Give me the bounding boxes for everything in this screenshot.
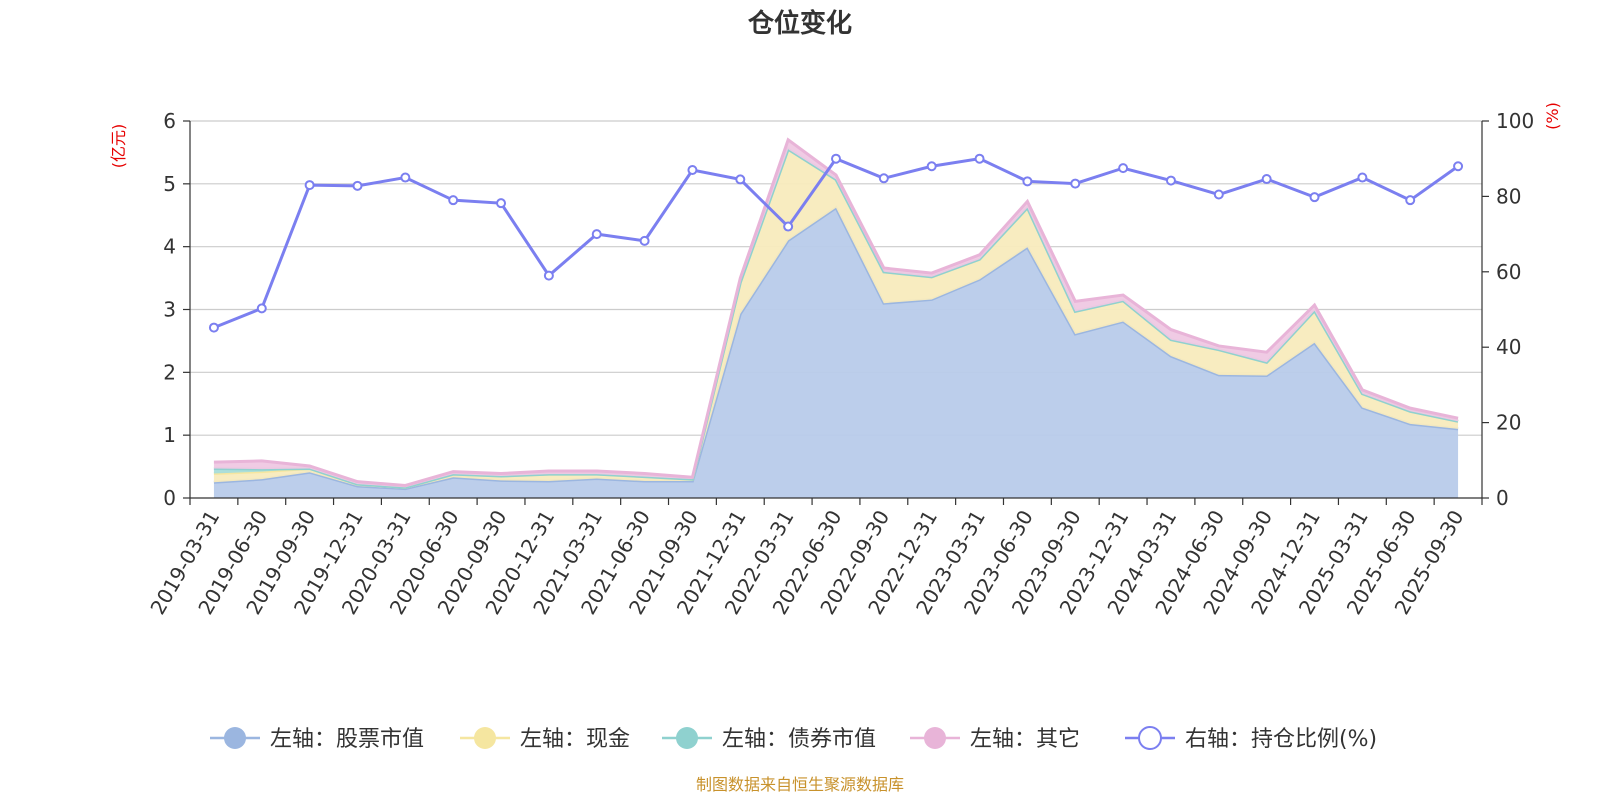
- ratio-point: [543, 270, 554, 281]
- left-axis-unit: (亿元): [109, 124, 128, 169]
- legend-label: 左轴：债券市值: [722, 727, 876, 752]
- ratio-point: [1357, 172, 1368, 183]
- ratio-point: [496, 198, 507, 209]
- ratio-point: [1022, 176, 1033, 187]
- legend-item[interactable]: 左轴：现金: [460, 727, 630, 752]
- ratio-point: [1405, 195, 1416, 206]
- legend-label: 右轴：持仓比例(%): [1185, 727, 1377, 752]
- ratio-point: [831, 153, 841, 164]
- right-tick-label: 100: [1496, 109, 1534, 133]
- left-tick-label: 3: [163, 298, 176, 322]
- legend-circle-icon: [1138, 726, 1162, 750]
- legend: 左轴：股票市值 左轴：现金 左轴：债券市值 左轴：其它 右轴：持仓比例(%): [210, 726, 1377, 752]
- right-tick-label: 40: [1496, 335, 1521, 359]
- ratio-point: [1165, 175, 1176, 186]
- area-edge-左轴：其它: [213, 137, 1459, 487]
- right-tick-label: 60: [1496, 260, 1521, 284]
- ratio-point: [1118, 163, 1129, 174]
- legend-circle-icon: [224, 727, 246, 749]
- ratio-point: [878, 173, 889, 184]
- ratio-point: [735, 174, 746, 185]
- left-tick-label: 5: [163, 172, 176, 196]
- legend-circle-icon: [924, 727, 946, 749]
- ratio-point: [783, 221, 794, 232]
- ratio-point: [974, 153, 985, 164]
- right-tick-label: 0: [1496, 486, 1509, 510]
- legend-item[interactable]: 左轴：其它: [910, 727, 1080, 752]
- ratio-point: [687, 165, 698, 176]
- legend-item[interactable]: 左轴：股票市值: [210, 727, 424, 752]
- legend-label: 左轴：其它: [970, 727, 1080, 752]
- area-series: [213, 137, 1459, 498]
- left-tick-label: 2: [163, 360, 176, 384]
- ratio-point: [448, 195, 459, 206]
- ratio-point: [639, 235, 650, 246]
- legend-label: 左轴：现金: [520, 727, 630, 752]
- legend-item[interactable]: 右轴：持仓比例(%): [1125, 726, 1377, 752]
- ratio-point: [926, 161, 937, 172]
- left-tick-label: 0: [163, 486, 176, 510]
- ratio-point: [304, 180, 315, 191]
- right-tick-label: 80: [1496, 184, 1521, 208]
- ratio-point: [1261, 174, 1272, 185]
- ratio-point: [400, 172, 411, 183]
- ratio-point: [1070, 178, 1081, 189]
- left-tick-label: 4: [163, 235, 176, 259]
- chart-title: 仓位变化: [747, 8, 852, 39]
- legend-label: 左轴：股票市值: [270, 727, 424, 752]
- left-tick-label: 1: [163, 423, 176, 447]
- legend-circle-icon: [676, 727, 698, 749]
- ratio-point: [1213, 189, 1224, 200]
- left-tick-label: 6: [163, 109, 176, 133]
- right-tick-label: 20: [1496, 411, 1521, 435]
- legend-circle-icon: [474, 727, 496, 749]
- source-note: 制图数据来自恒生聚源数据库: [696, 775, 904, 794]
- ratio-point: [591, 229, 602, 240]
- ratio-point: [1453, 161, 1464, 172]
- ratio-point: [208, 322, 219, 333]
- ratio-line-series: [208, 153, 1464, 333]
- legend-item[interactable]: 左轴：债券市值: [662, 727, 876, 752]
- area-fill-左轴：股票市值: [213, 207, 1459, 498]
- right-axis-unit: (%): [1543, 102, 1562, 130]
- ratio-point: [1309, 192, 1320, 203]
- ratio-point: [352, 180, 363, 191]
- ratio-point: [256, 303, 267, 314]
